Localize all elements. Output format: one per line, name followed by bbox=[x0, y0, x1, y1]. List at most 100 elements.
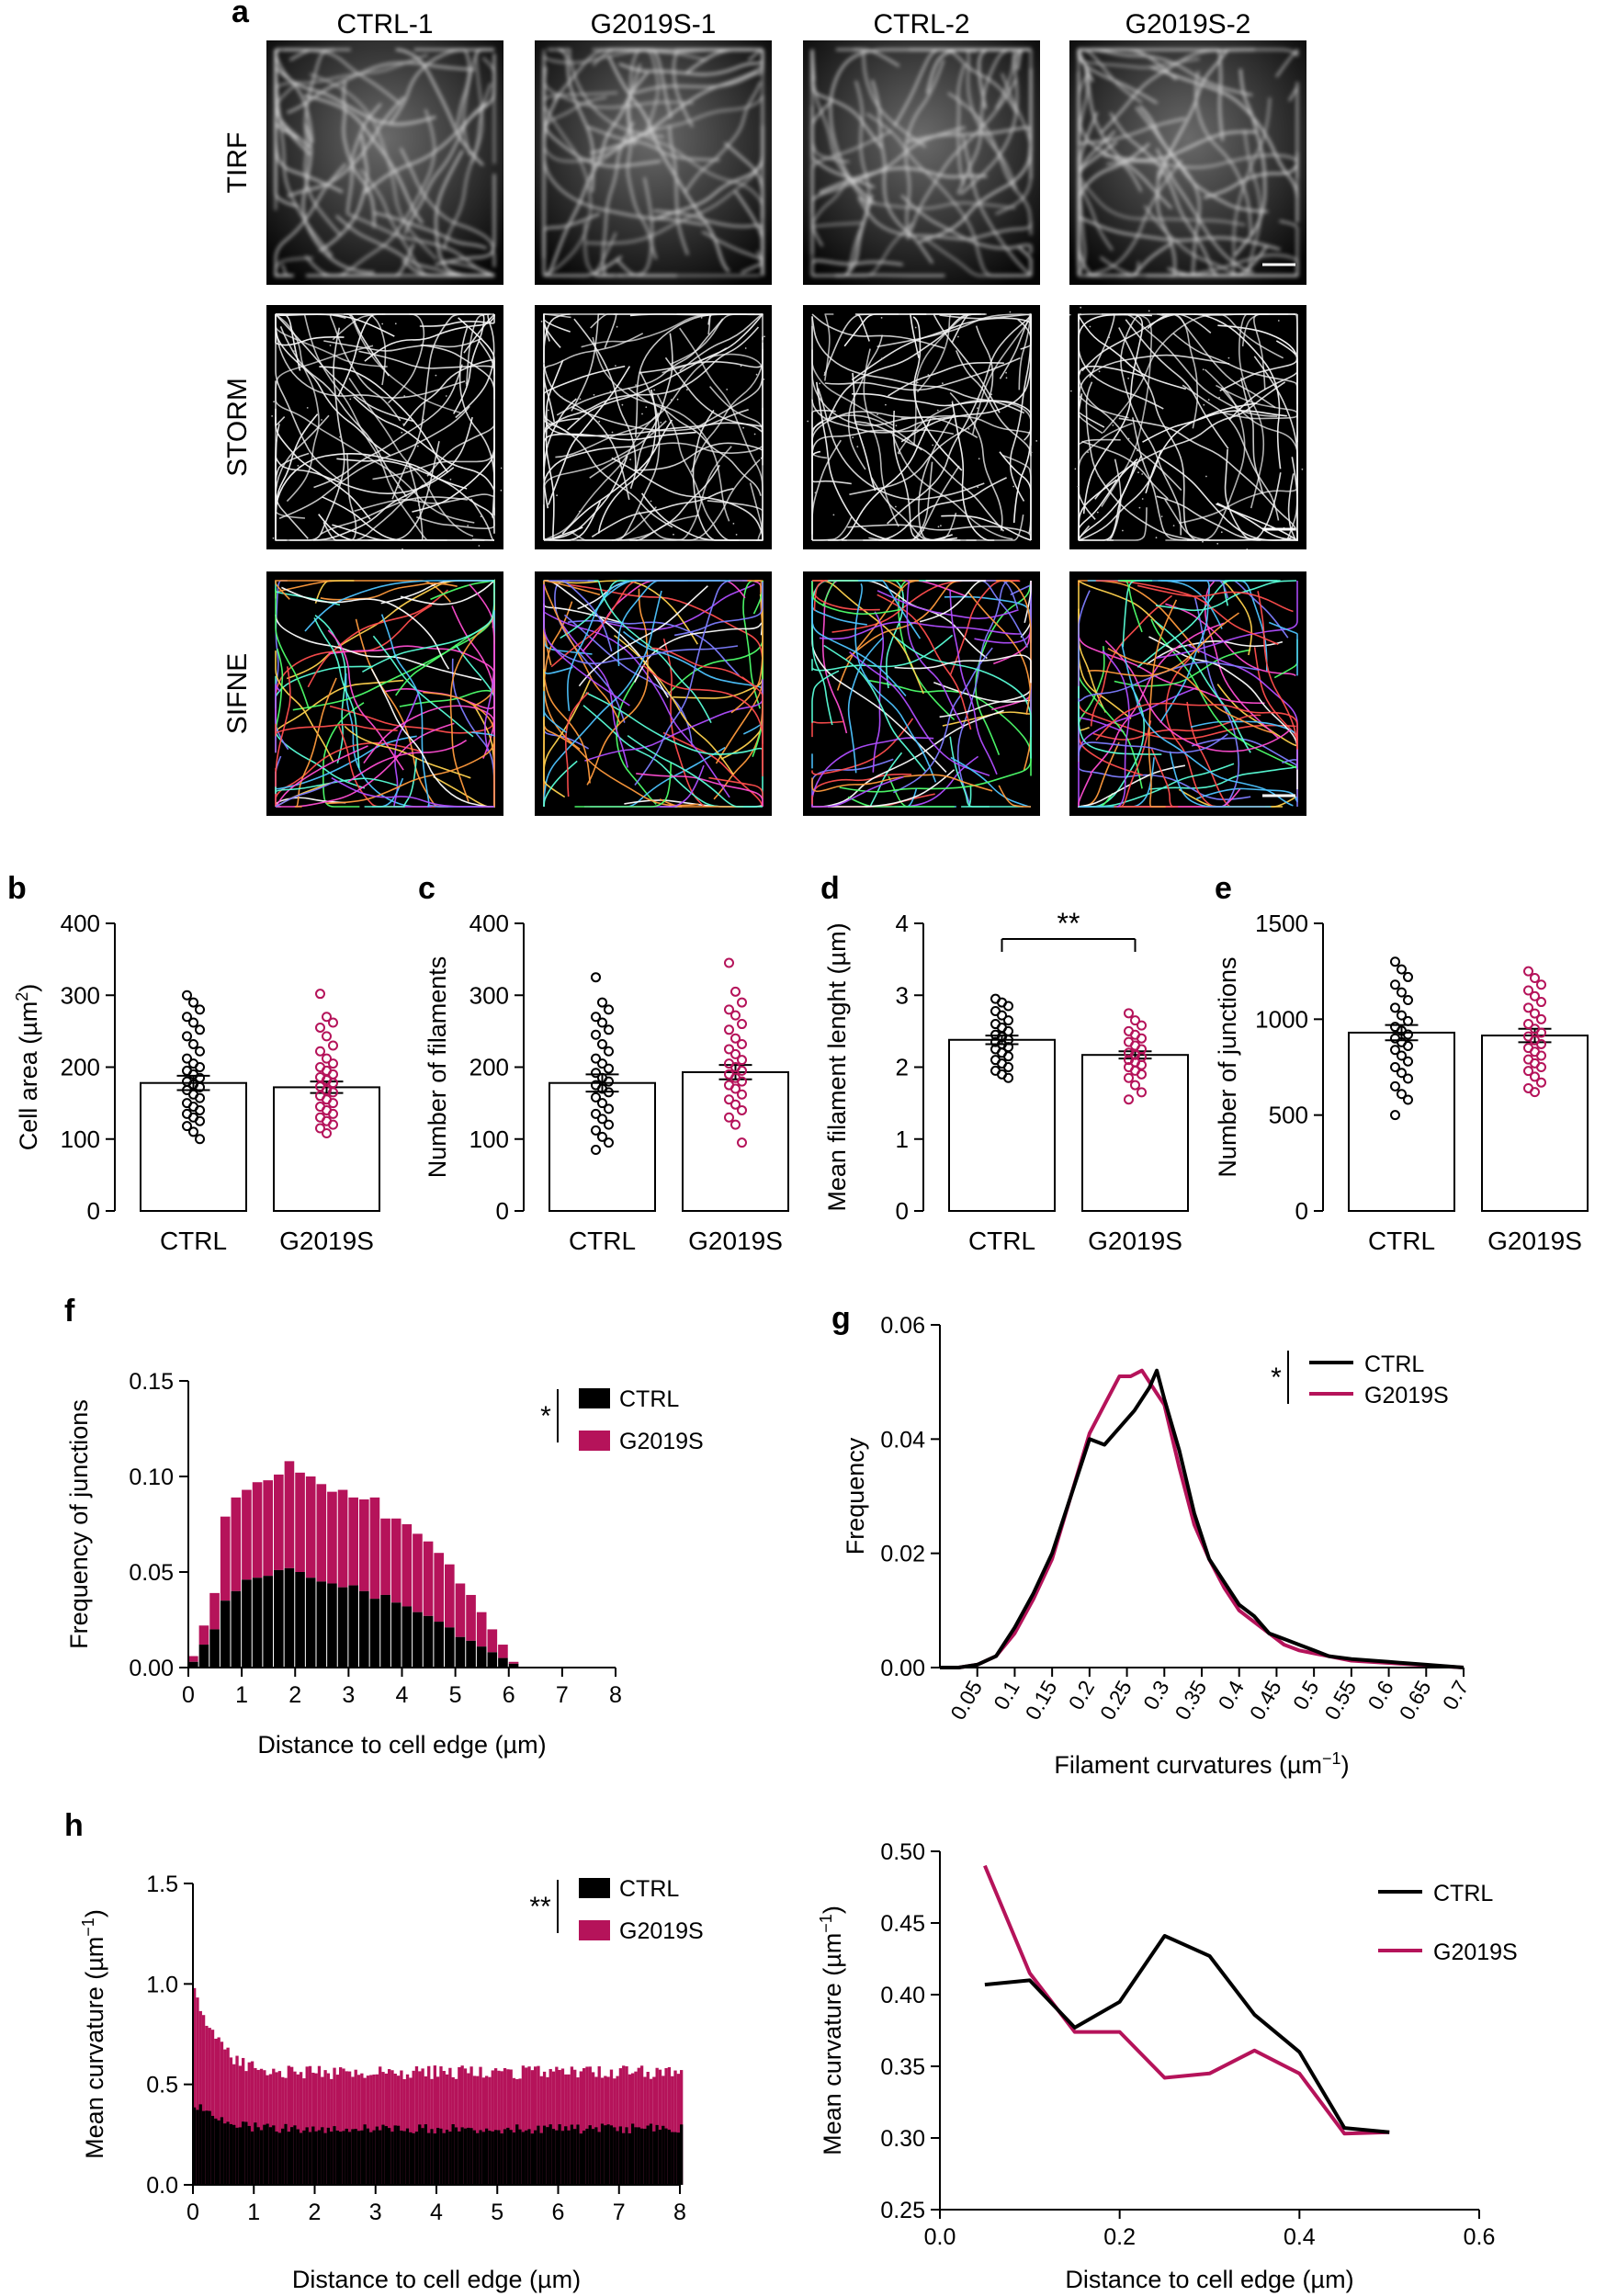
noise-dot bbox=[673, 533, 674, 536]
data-point bbox=[1124, 1008, 1134, 1019]
noise-dot bbox=[726, 389, 729, 390]
curvature-bar-g2019s bbox=[335, 2075, 339, 2185]
x-tick-label: 6 bbox=[503, 1682, 515, 1708]
curvature-bar-g2019s bbox=[427, 2065, 431, 2185]
filament-path bbox=[919, 580, 987, 623]
filament-path bbox=[336, 458, 495, 534]
curvature-bar-ctrl bbox=[579, 2133, 582, 2185]
filament-path bbox=[1085, 381, 1195, 541]
noise-dot bbox=[1098, 370, 1101, 373]
curvature-bar-ctrl bbox=[597, 2132, 601, 2185]
filament-path bbox=[275, 326, 391, 457]
histogram-bar-g2019s bbox=[498, 1645, 508, 1658]
noise-dot bbox=[670, 399, 673, 402]
noise-dot bbox=[398, 486, 400, 489]
curvature-bar-ctrl bbox=[631, 2123, 635, 2185]
noise-dot bbox=[321, 419, 322, 421]
curvature-bar-ctrl bbox=[591, 2129, 595, 2185]
panel-letter-c: c bbox=[418, 871, 435, 906]
filament-path bbox=[900, 194, 1033, 254]
noise-dot bbox=[1141, 498, 1144, 500]
curvature-bar-g2019s bbox=[259, 2068, 264, 2185]
histogram-bar-ctrl bbox=[242, 1579, 252, 1668]
data-point bbox=[1137, 1033, 1147, 1044]
filament-path bbox=[323, 337, 483, 352]
noise-dot bbox=[629, 458, 631, 460]
noise-dot bbox=[349, 398, 352, 401]
y-tick-label: 400 bbox=[469, 910, 509, 937]
noise-dot bbox=[384, 457, 387, 459]
y-tick-label: 1.0 bbox=[146, 1972, 178, 1997]
curvature-bar-g2019s bbox=[639, 2065, 644, 2185]
curvature-bar-ctrl bbox=[247, 2125, 251, 2185]
noise-dot bbox=[660, 422, 662, 424]
filament-path bbox=[281, 586, 450, 670]
curvature-bar-ctrl bbox=[676, 2132, 680, 2185]
filament-path bbox=[811, 580, 829, 611]
data-point bbox=[724, 957, 734, 968]
data-point bbox=[1536, 1013, 1546, 1024]
histogram-bar-ctrl bbox=[252, 1578, 263, 1668]
curvature-bar-ctrl bbox=[244, 2121, 248, 2185]
filament-path bbox=[1146, 639, 1284, 665]
curvature-bar-g2019s bbox=[354, 2069, 357, 2185]
filament-path bbox=[1167, 267, 1299, 277]
filament-path bbox=[668, 125, 689, 255]
data-point bbox=[1124, 1055, 1134, 1066]
filament-path bbox=[662, 353, 763, 451]
curvature-bar-g2019s bbox=[345, 2071, 348, 2185]
noise-dot bbox=[895, 505, 897, 508]
y-tick-label: 0.10 bbox=[129, 1465, 174, 1490]
curvature-bar-g2019s bbox=[491, 2070, 494, 2185]
curvature-bar-ctrl bbox=[454, 2127, 458, 2185]
histogram-bar-ctrl bbox=[220, 1600, 231, 1668]
curvature-bar-ctrl bbox=[220, 2117, 224, 2185]
filament-path bbox=[854, 421, 1005, 532]
noise-dot bbox=[937, 526, 940, 528]
curvature-bar-ctrl bbox=[564, 2126, 568, 2185]
curvature-bar-ctrl bbox=[551, 2129, 556, 2185]
legend-label: CTRL bbox=[619, 1876, 679, 1902]
filament-path bbox=[1121, 643, 1294, 807]
y-axis-label: Mean curvature (µm−1) bbox=[79, 1909, 108, 2159]
column-label: CTRL-2 bbox=[873, 9, 969, 40]
curvature-bar-ctrl bbox=[439, 2128, 443, 2185]
x-tick-label: 7 bbox=[556, 1682, 569, 1708]
chart-g: 0.00 0.02 0.04 0.06 0.05 0.10.15 0.20.25 0.30.3… bbox=[842, 1313, 1473, 1779]
noise-dot bbox=[1030, 451, 1033, 454]
data-point bbox=[315, 989, 325, 1000]
curvature-bar-ctrl bbox=[673, 2132, 677, 2185]
curvature-bar-ctrl bbox=[664, 2128, 668, 2185]
histogram-bar-g2019s bbox=[198, 1625, 209, 1646]
filament-path bbox=[877, 590, 1019, 619]
x-tick-label: 0.5 bbox=[1288, 1677, 1324, 1714]
histogram-bar-g2019s bbox=[369, 1497, 380, 1600]
y-tick-label: 300 bbox=[61, 981, 100, 1009]
histogram-bar-g2019s bbox=[445, 1564, 455, 1628]
filament-path bbox=[1120, 314, 1182, 536]
filament-path bbox=[1145, 402, 1258, 494]
curvature-bar-ctrl bbox=[393, 2125, 397, 2185]
filament-path bbox=[1078, 661, 1260, 702]
curvature-bar-ctrl bbox=[217, 2120, 221, 2185]
legend-swatch bbox=[579, 1431, 610, 1451]
panel-letter-f: f bbox=[64, 1294, 75, 1329]
curvature-bar-ctrl bbox=[521, 2132, 526, 2185]
filament-path bbox=[684, 81, 762, 193]
filament-path bbox=[1138, 105, 1268, 213]
curvature-bar-ctrl bbox=[354, 2129, 357, 2185]
microscopy-tile bbox=[803, 305, 1040, 549]
noise-dot bbox=[957, 335, 959, 338]
y-axis-label-close: ) bbox=[15, 984, 42, 992]
filament-path bbox=[1155, 581, 1298, 660]
x-tick-label: 0.2 bbox=[1103, 2224, 1136, 2250]
filament-path bbox=[811, 670, 840, 723]
curvature-bar-ctrl bbox=[594, 2127, 598, 2185]
curvature-bar-ctrl bbox=[430, 2129, 434, 2185]
filament-path bbox=[276, 327, 345, 541]
filament-path bbox=[469, 583, 495, 736]
histogram-bar-ctrl bbox=[348, 1585, 358, 1668]
x-tick-label: 6 bbox=[552, 2200, 565, 2225]
data-point bbox=[1130, 1015, 1140, 1026]
data-point bbox=[1130, 1080, 1140, 1091]
